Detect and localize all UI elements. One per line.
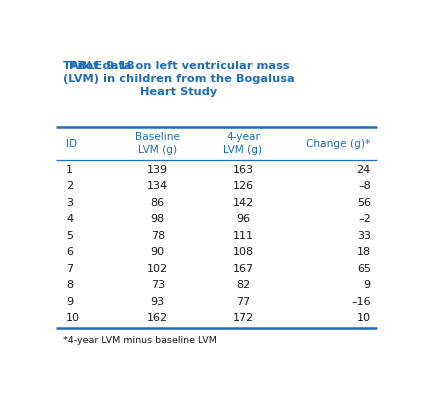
- Text: 1: 1: [66, 165, 73, 174]
- Text: 172: 172: [232, 313, 254, 323]
- Text: 96: 96: [236, 214, 250, 224]
- Text: 111: 111: [233, 231, 253, 241]
- Text: 7: 7: [66, 264, 73, 274]
- Text: 56: 56: [357, 198, 371, 208]
- Text: 73: 73: [151, 280, 165, 290]
- Text: 4: 4: [66, 214, 73, 224]
- Text: 3: 3: [66, 198, 73, 208]
- Text: 5: 5: [66, 231, 73, 241]
- Text: –16: –16: [351, 297, 371, 307]
- Text: 102: 102: [147, 264, 168, 274]
- Text: 82: 82: [236, 280, 250, 290]
- Text: –8: –8: [358, 181, 371, 191]
- Text: 98: 98: [151, 214, 165, 224]
- Text: 2: 2: [66, 181, 73, 191]
- Text: 126: 126: [233, 181, 253, 191]
- Text: 65: 65: [357, 264, 371, 274]
- Text: 78: 78: [151, 231, 165, 241]
- Text: 10: 10: [66, 313, 80, 323]
- Text: 9: 9: [364, 280, 371, 290]
- Text: Baseline
LVM (g): Baseline LVM (g): [135, 132, 180, 155]
- Text: 18: 18: [357, 247, 371, 257]
- Text: *4-year LVM minus baseline LVM: *4-year LVM minus baseline LVM: [63, 336, 217, 345]
- Text: 10: 10: [357, 313, 371, 323]
- Text: 108: 108: [233, 247, 253, 257]
- Text: TABLE 9.18: TABLE 9.18: [63, 61, 134, 71]
- Text: ID: ID: [66, 139, 77, 149]
- Text: 4-year
LVM (g): 4-year LVM (g): [223, 132, 263, 155]
- Text: 8: 8: [66, 280, 73, 290]
- Text: 139: 139: [147, 165, 168, 174]
- Text: 86: 86: [151, 198, 165, 208]
- Text: 90: 90: [151, 247, 165, 257]
- Text: 24: 24: [357, 165, 371, 174]
- Text: 9: 9: [66, 297, 73, 307]
- Text: 167: 167: [233, 264, 253, 274]
- Text: 33: 33: [357, 231, 371, 241]
- Text: Change (g)*: Change (g)*: [307, 139, 371, 149]
- Text: 163: 163: [233, 165, 253, 174]
- Text: 162: 162: [147, 313, 168, 323]
- Text: Pilot data on left ventricular mass
(LVM) in children from the Bogalusa
Heart St: Pilot data on left ventricular mass (LVM…: [63, 61, 295, 97]
- Text: 93: 93: [151, 297, 165, 307]
- Text: 142: 142: [232, 198, 254, 208]
- Text: –2: –2: [358, 214, 371, 224]
- Text: 77: 77: [236, 297, 250, 307]
- Text: 134: 134: [147, 181, 168, 191]
- Text: 6: 6: [66, 247, 73, 257]
